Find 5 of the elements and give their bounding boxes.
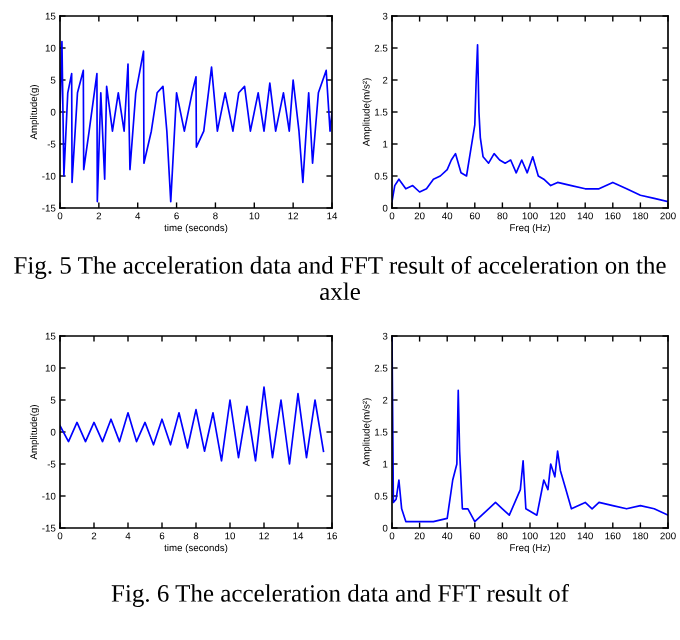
line-series xyxy=(60,386,325,465)
caption: Fig. 6 The acceleration data and FFT result of xyxy=(111,584,569,607)
caption: Fig. 5 The acceleration data and FFT result of acceleration on the axle xyxy=(14,256,666,301)
line-series xyxy=(60,40,332,203)
line-series xyxy=(392,43,668,203)
